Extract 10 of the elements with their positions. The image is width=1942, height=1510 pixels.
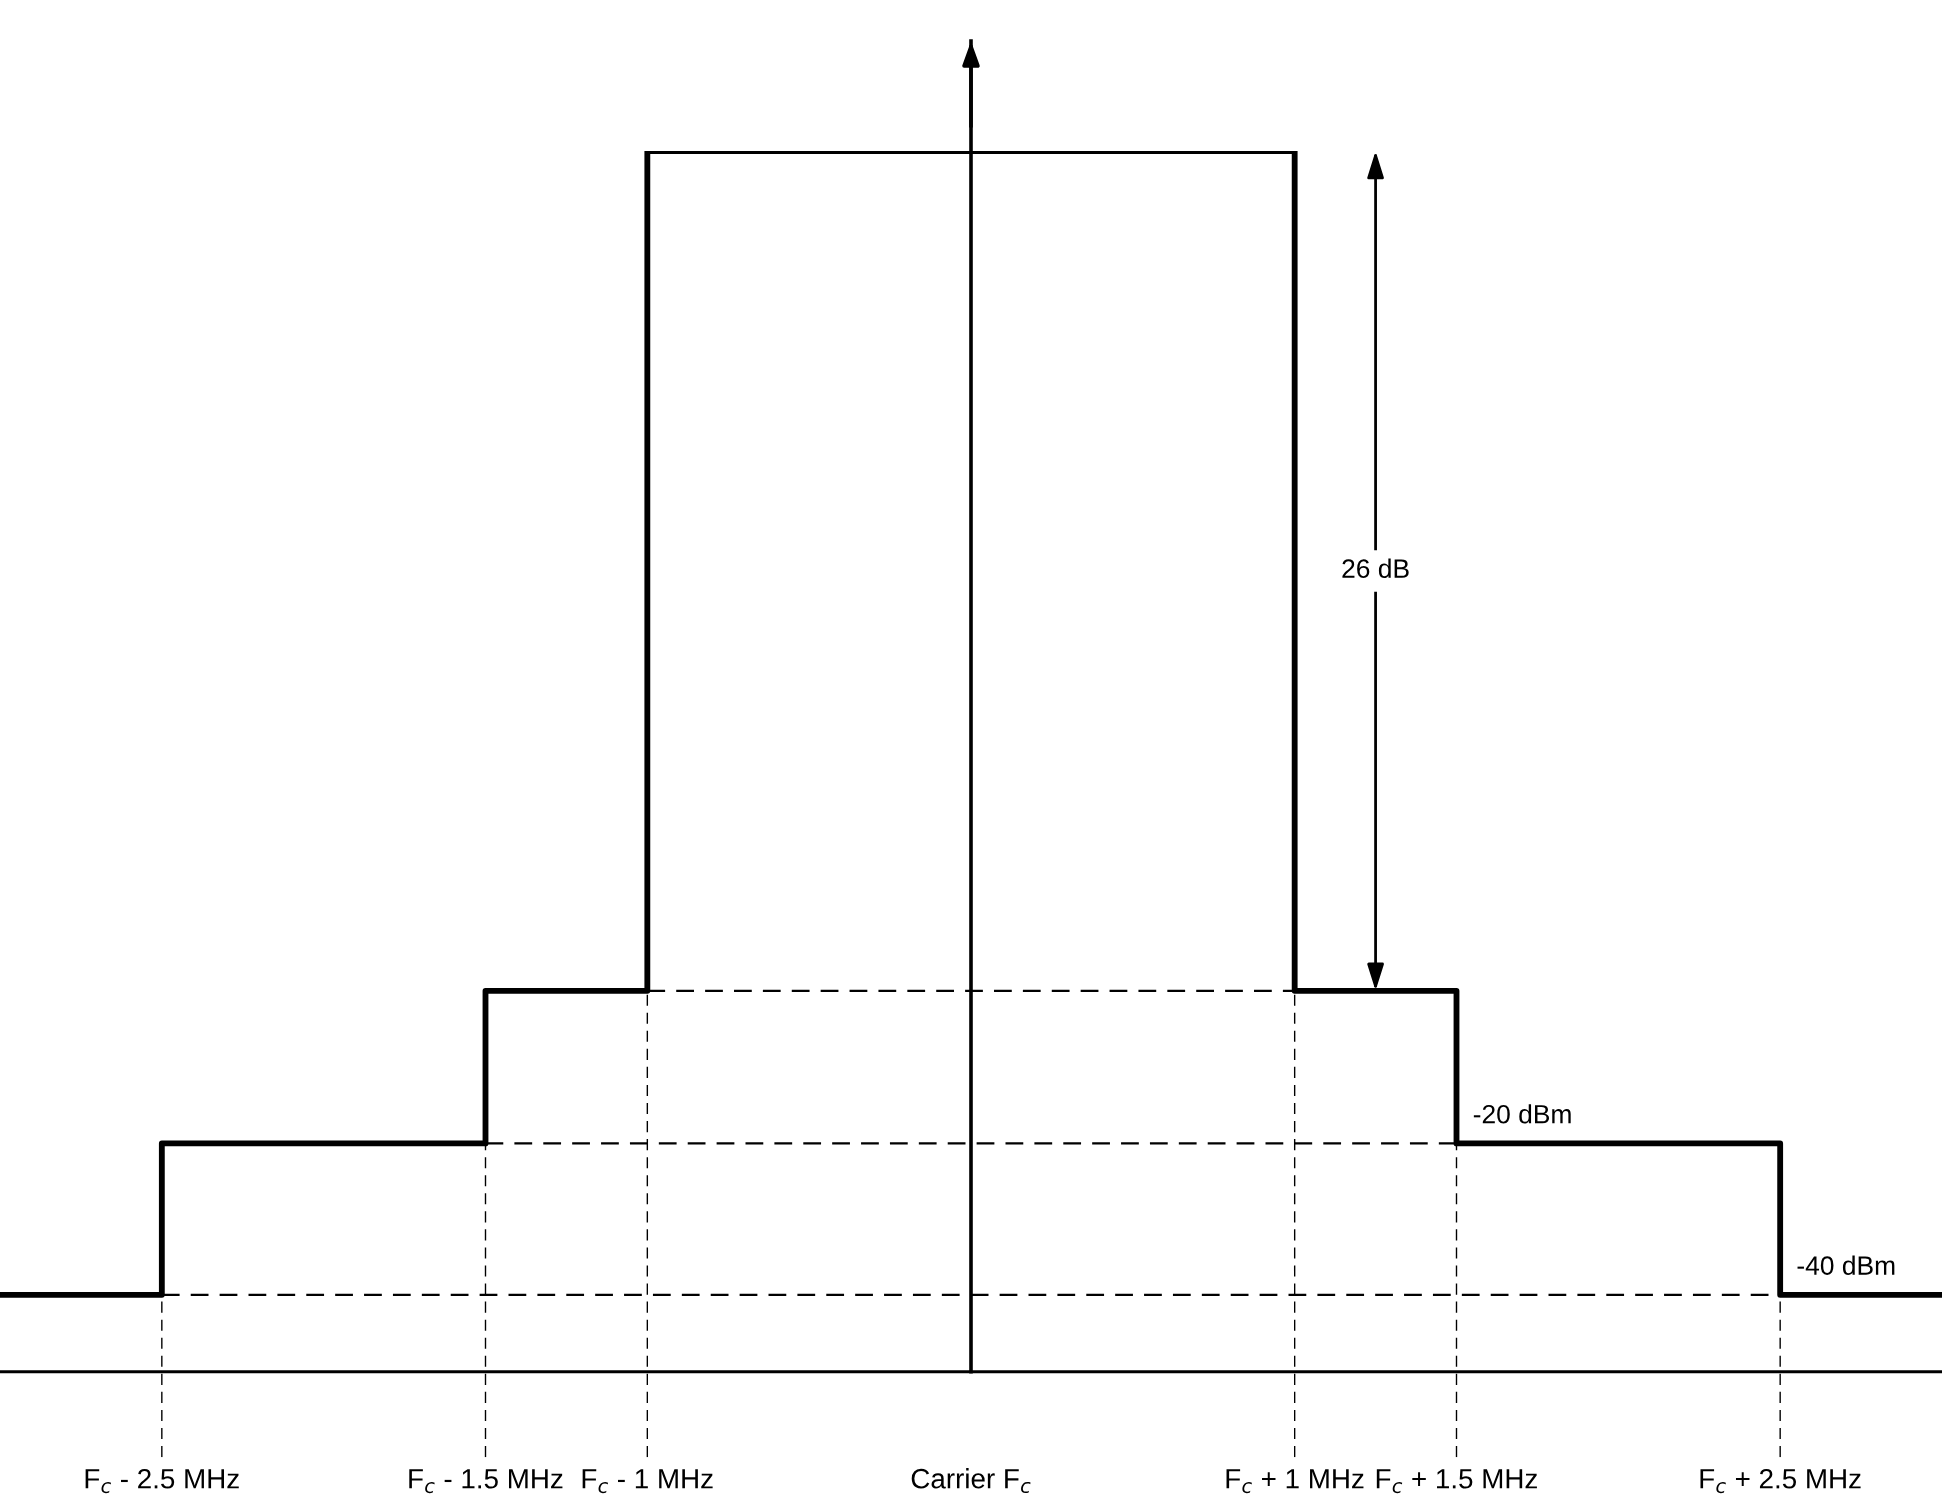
annotation: 26 dB: [1342, 558, 1409, 578]
x-tick-label: F$_{c}$ - 2.5 MHz: [85, 1468, 239, 1494]
ref-line-label: -20 dBm: [1473, 1104, 1571, 1124]
x-tick-label: F$_{c}$ - 1.5 MHz: [409, 1469, 563, 1494]
x-tick-label: Carrier F$_{c}$: [911, 1468, 1031, 1494]
x-tick-label: F$_{c}$ - 1 MHz: [582, 1469, 713, 1494]
ref-line-label: -40 dBm: [1797, 1255, 1895, 1275]
x-tick-label: F$_{c}$ + 2.5 MHz: [1700, 1468, 1861, 1494]
x-tick-label: F$_{c}$ + 1.5 MHz: [1376, 1469, 1537, 1494]
x-tick-label: F$_{c}$ + 1 MHz: [1226, 1469, 1364, 1494]
